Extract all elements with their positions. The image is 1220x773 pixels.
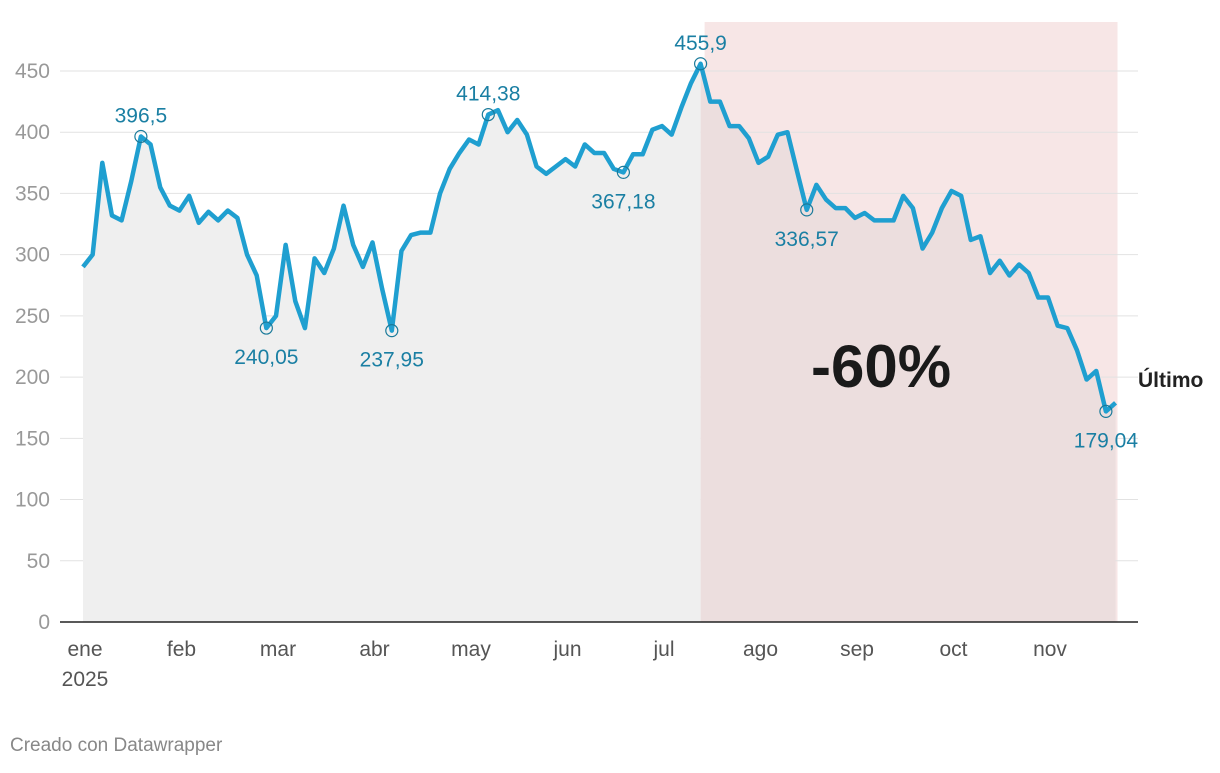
year-label: 2025 [62, 668, 109, 691]
area [83, 63, 701, 622]
y-tick-label: 100 [15, 489, 50, 512]
x-tick-label: nov [1033, 638, 1067, 661]
line [81, 61, 1118, 414]
x-tick-label: may [451, 638, 491, 661]
annotation-marker [259, 321, 273, 335]
x-tick-label: feb [167, 638, 196, 661]
y-tick-label: 300 [15, 244, 50, 267]
x-tick-label: abr [359, 638, 389, 661]
y-tick-label: 50 [27, 550, 50, 573]
y-tick-label: 250 [15, 305, 50, 328]
y-tick-label: 350 [15, 182, 50, 205]
annotation-marker [481, 107, 495, 122]
value-label: 179,04 [1074, 429, 1139, 452]
value-label: 455,9 [674, 32, 727, 55]
y-tick-label: 450 [15, 60, 50, 83]
value-label: 336,57 [775, 228, 839, 251]
x-tick-label: ago [743, 638, 778, 661]
x-tick-label: ene [67, 638, 102, 661]
x-tick-label: mar [260, 638, 296, 661]
series-name: Último [1138, 368, 1203, 392]
value-label: 240,05 [234, 346, 298, 369]
annotation-marker [800, 203, 814, 217]
y-tick-label: 200 [15, 366, 50, 389]
x-tick-label: sep [840, 638, 874, 661]
x-tick-label: oct [939, 638, 967, 661]
x-tick-label: jul [652, 638, 674, 661]
value-label: 414,38 [456, 83, 520, 106]
value-label: 237,95 [360, 349, 424, 372]
annotation-marker [134, 129, 148, 144]
annotation-marker [616, 165, 631, 179]
y-tick-label: 150 [15, 427, 50, 450]
annotation: -60% [811, 333, 951, 400]
source: Creado con Datawrapper [10, 735, 223, 756]
y-tick-label: 400 [15, 121, 50, 144]
x-tick-label: jun [552, 638, 581, 661]
y-tick-label: 0 [38, 611, 50, 634]
annotation-marker [385, 324, 399, 338]
value-label: 396,5 [115, 104, 168, 127]
value-label: 367,18 [591, 190, 655, 213]
annotation-marker [693, 57, 708, 71]
annotation-marker [1099, 404, 1113, 418]
